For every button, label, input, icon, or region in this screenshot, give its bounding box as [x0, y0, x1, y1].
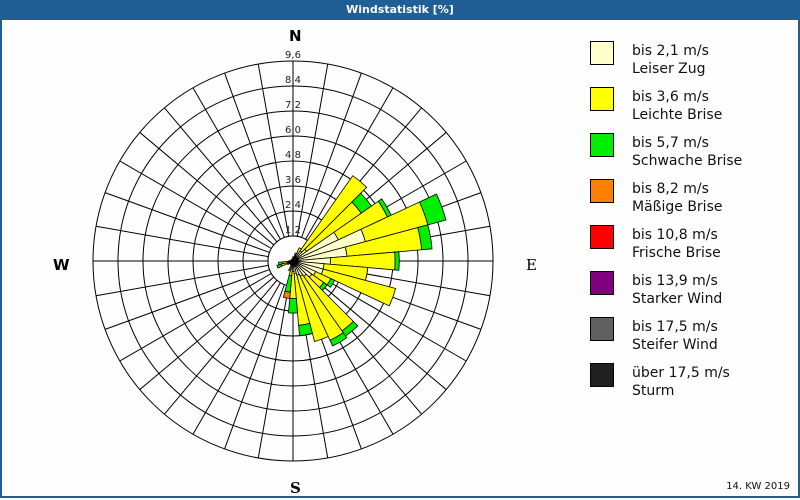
svg-text:1,2: 1,2	[285, 225, 301, 236]
legend-range: bis 17,5 m/s	[632, 319, 718, 335]
legend-swatch	[590, 225, 614, 249]
legend-range: bis 5,7 m/s	[632, 135, 709, 151]
compass-south: S	[290, 479, 301, 497]
legend-swatch	[590, 363, 614, 387]
legend-range: bis 2,1 m/s	[632, 43, 709, 59]
window-title: Windstatistik [%]	[0, 0, 800, 20]
legend-name: Leichte Brise	[632, 107, 723, 123]
svg-text:2,4: 2,4	[285, 200, 301, 211]
legend-swatch	[590, 317, 614, 341]
legend-name: Leiser Zug	[632, 61, 706, 77]
legend-swatch	[590, 179, 614, 203]
legend-name: Starker Wind	[632, 291, 723, 307]
svg-text:3,6: 3,6	[285, 175, 301, 186]
svg-text:8,4: 8,4	[285, 75, 301, 86]
legend-swatch	[590, 133, 614, 157]
svg-text:4,8: 4,8	[285, 150, 301, 161]
svg-text:9,6: 9,6	[285, 50, 301, 61]
legend-name: Steifer Wind	[632, 337, 718, 353]
legend-range: bis 10,8 m/s	[632, 227, 718, 243]
legend-range: bis 3,6 m/s	[632, 89, 709, 105]
wind-rose-chart: 1,2 2,4 3,6 4,8 6,0 7,2 8,4 9,6	[92, 50, 494, 462]
legend-range: bis 13,9 m/s	[632, 273, 718, 289]
compass-east: E	[526, 256, 537, 274]
legend-name: Frische Brise	[632, 245, 721, 261]
legend-name: Schwache Brise	[632, 153, 743, 169]
legend-swatch	[590, 271, 614, 295]
svg-text:6,0: 6,0	[285, 125, 301, 136]
period-label: 14. KW 2019	[726, 481, 790, 492]
compass-north: N	[289, 27, 302, 45]
legend-range: bis 8,2 m/s	[632, 181, 709, 197]
radial-tick-labels: 1,2 2,4 3,6 4,8 6,0 7,2 8,4 9,6	[285, 50, 301, 236]
legend-swatch	[590, 87, 614, 111]
legend-name: Mäßige Brise	[632, 199, 723, 215]
legend-range: über 17,5 m/s	[632, 365, 730, 381]
legend-swatch	[590, 41, 614, 65]
wind-sectors	[276, 175, 447, 347]
compass-west: W	[53, 256, 70, 274]
legend-name: Sturm	[632, 383, 675, 399]
svg-text:7,2: 7,2	[285, 100, 301, 111]
